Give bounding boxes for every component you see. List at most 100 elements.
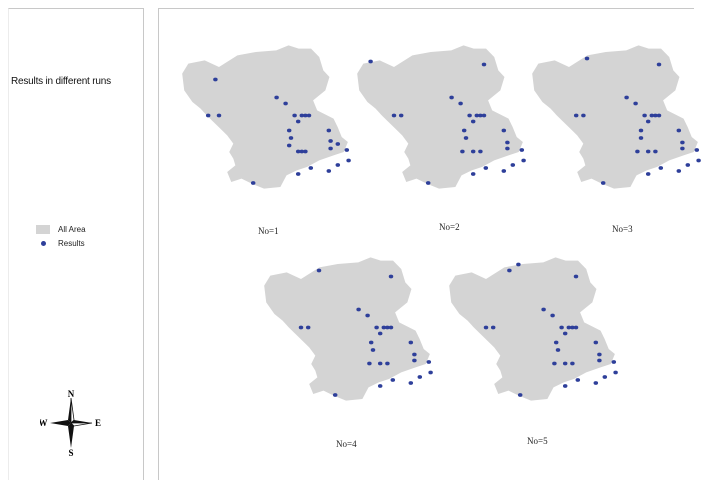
result-point	[326, 128, 332, 133]
result-point	[470, 149, 476, 154]
compass-w: W	[40, 418, 48, 428]
result-dot-swatch	[40, 240, 46, 246]
result-point	[676, 169, 682, 173]
result-point	[205, 113, 211, 118]
result-point	[328, 139, 333, 143]
result-point	[593, 381, 599, 385]
result-point	[575, 378, 581, 382]
area-shape	[357, 45, 523, 189]
result-point	[274, 95, 279, 100]
result-point	[398, 113, 404, 118]
result-point	[638, 128, 644, 133]
result-point	[680, 140, 685, 145]
run-map	[174, 42, 354, 192]
result-point	[490, 325, 496, 330]
result-point	[303, 149, 308, 154]
side-title: Results in different runs	[11, 76, 111, 87]
result-point	[428, 370, 433, 375]
area-swatch	[36, 224, 50, 234]
legend-item-area: All Area	[36, 222, 86, 236]
result-point	[611, 360, 617, 364]
result-point	[653, 149, 658, 154]
result-point	[474, 113, 480, 118]
result-point	[425, 181, 431, 185]
legend-area-label: All Area	[58, 224, 86, 234]
result-point	[676, 128, 682, 133]
result-point	[562, 331, 568, 336]
result-point	[408, 340, 414, 345]
result-point	[388, 325, 394, 330]
result-point	[295, 119, 301, 124]
result-point	[368, 340, 374, 345]
result-point	[381, 325, 387, 330]
result-point	[316, 268, 322, 273]
result-point	[365, 313, 370, 318]
result-point	[478, 113, 483, 118]
result-point	[645, 172, 651, 176]
result-point	[597, 358, 602, 363]
result-point	[507, 268, 512, 273]
result-point	[481, 113, 487, 118]
result-point	[600, 181, 606, 185]
result-point	[377, 384, 383, 388]
result-point	[461, 128, 467, 133]
result-point	[541, 307, 546, 312]
result-point	[303, 113, 308, 118]
result-point	[581, 113, 586, 118]
result-point	[216, 113, 222, 118]
result-point	[649, 113, 655, 118]
result-point	[458, 101, 463, 106]
legend-panel	[8, 8, 144, 480]
result-point	[483, 166, 489, 170]
result-point	[463, 136, 469, 140]
compass-e: E	[95, 418, 101, 428]
result-point	[470, 119, 476, 124]
result-point	[573, 113, 579, 118]
result-point	[328, 146, 333, 151]
result-point	[391, 113, 397, 118]
result-point	[326, 169, 332, 173]
result-point	[374, 325, 379, 330]
result-point	[553, 340, 559, 345]
result-point	[633, 101, 638, 106]
area-shape	[449, 257, 615, 401]
result-point	[299, 149, 305, 154]
result-point	[510, 163, 516, 167]
compass-n: N	[68, 390, 75, 399]
result-point	[656, 113, 662, 118]
run-label: No=1	[258, 226, 279, 236]
result-point	[305, 325, 311, 330]
result-point	[460, 149, 465, 154]
result-point	[517, 393, 523, 397]
result-point	[685, 163, 691, 167]
result-point	[250, 181, 256, 185]
compass-rose-icon: N S W E	[40, 390, 101, 456]
result-point	[584, 56, 590, 61]
result-point	[299, 113, 305, 118]
run-label: No=3	[612, 224, 633, 234]
result-point	[288, 136, 294, 140]
compass-s: S	[68, 448, 73, 456]
result-point	[559, 325, 564, 330]
run-map	[256, 254, 436, 404]
result-point	[562, 361, 568, 366]
result-point	[385, 325, 390, 330]
result-point	[694, 148, 700, 152]
result-point	[332, 393, 338, 397]
result-point	[283, 101, 288, 106]
result-point	[501, 169, 507, 173]
result-point	[573, 274, 579, 279]
run-label: No=5	[527, 436, 548, 446]
result-point	[505, 140, 510, 145]
run-label: No=4	[336, 439, 357, 449]
result-point	[562, 384, 568, 388]
result-point	[602, 375, 608, 379]
result-point	[370, 348, 376, 352]
result-point	[308, 166, 314, 170]
result-point	[346, 158, 351, 163]
result-point	[286, 128, 292, 133]
result-point	[550, 313, 555, 318]
result-point	[635, 149, 640, 154]
result-point	[467, 113, 472, 118]
result-point	[613, 370, 618, 375]
